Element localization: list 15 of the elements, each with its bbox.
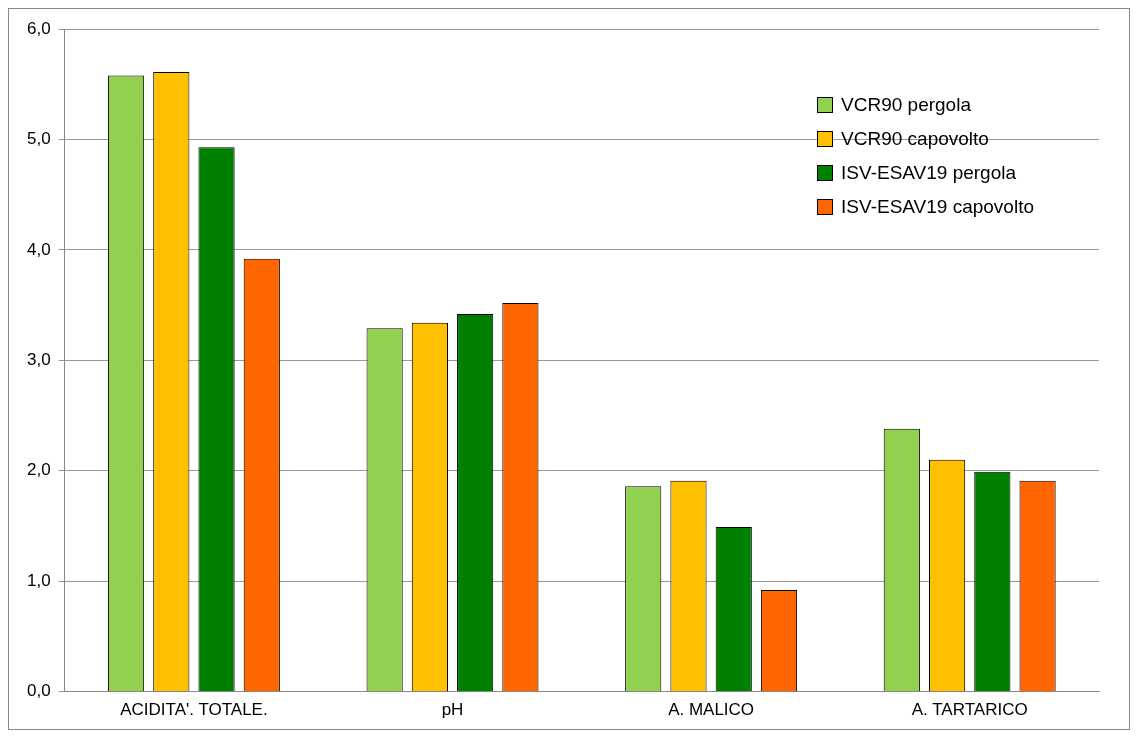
legend-label: ISV-ESAV19 pergola (841, 162, 1017, 184)
legend-label: VCR90 pergola (841, 94, 971, 116)
x-tick-label: pH (441, 700, 464, 720)
x-tick-label: A. MALICO (668, 700, 755, 720)
x-tick-label: A. TARTARICO (911, 700, 1028, 720)
y-tick-label: 5,0 (26, 129, 51, 149)
x-tick-label: ACIDITA'. TOTALE. (120, 700, 268, 720)
legend-label: ISV-ESAV19 capovolto (841, 196, 1034, 218)
y-tick-label: 2,0 (26, 460, 51, 480)
legend-label: VCR90 capovolto (841, 128, 989, 150)
y-tick-label: 3,0 (26, 349, 51, 369)
y-tick-label: 0,0 (26, 681, 51, 701)
y-tick-label: 6,0 (26, 18, 51, 38)
y-tick-label: 1,0 (26, 570, 51, 590)
y-tick-label: 4,0 (26, 239, 51, 259)
